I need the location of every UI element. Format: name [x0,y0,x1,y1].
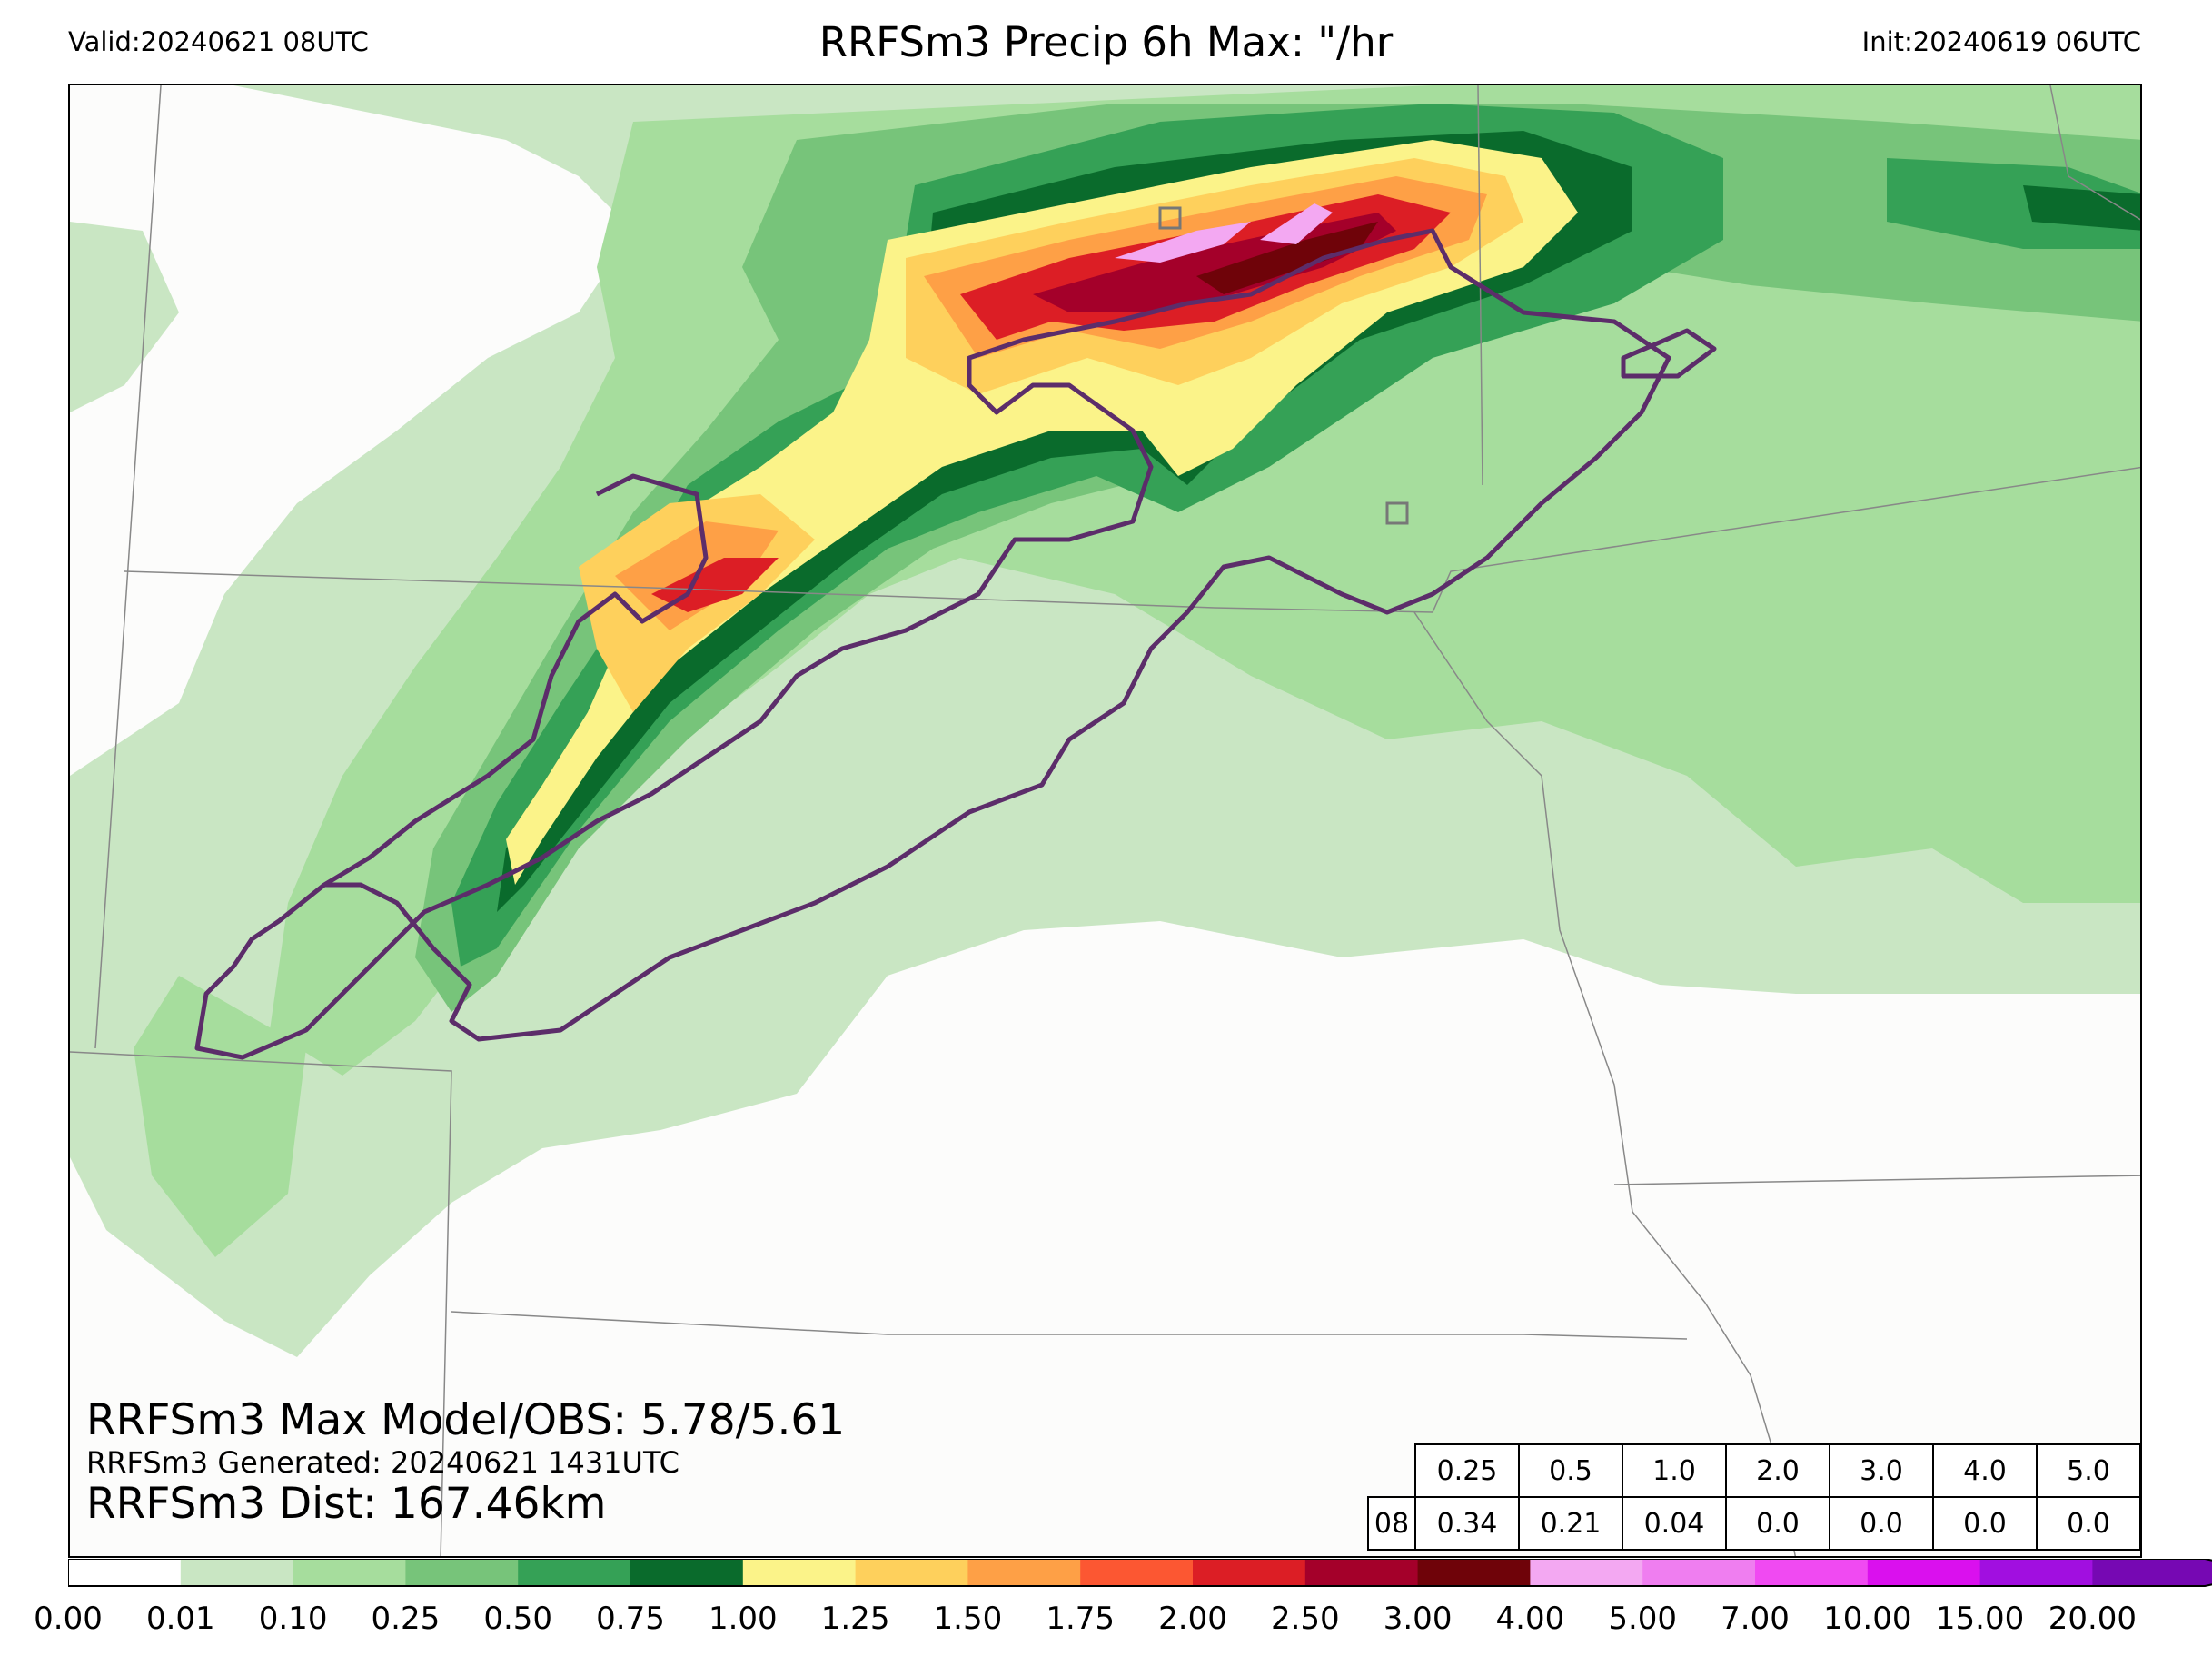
precip-400-region [1115,203,1333,263]
value-cell: 0.0 [1725,1496,1830,1551]
colorbar-swatch [293,1559,406,1586]
threshold-cell: 5.0 [2036,1443,2141,1498]
colorbar-swatch [1080,1559,1194,1586]
colorbar-swatch [1530,1559,1643,1586]
colorbar-extend-arrow [2205,1559,2212,1586]
value-cell: 0.04 [1622,1496,1727,1551]
state-boundaries [70,85,2140,1556]
precip-300-region [1196,222,1378,294]
precip-010-region [134,85,2140,1257]
value-cell: 0.0 [2036,1496,2141,1551]
colorbar-tick-label: 0.75 [596,1601,665,1637]
colorbar-swatch [1304,1559,1419,1586]
colorbar-tick-label: 1.00 [708,1601,778,1637]
obs-outline [194,228,1717,1060]
colorbar-tick-label: 0.10 [258,1601,328,1637]
init-time-label: Init:20240619 06UTC [1861,26,2141,57]
colorbar-tick-label: 1.75 [1046,1601,1116,1637]
value-cell: 0.0 [1932,1496,2038,1551]
threshold-cell: 3.0 [1829,1443,1934,1498]
colorbar-tick-label: 2.00 [1158,1601,1227,1637]
precip-250-region [1033,213,1396,312]
colorbar-swatch [1755,1559,1869,1586]
value-cell: 0.0 [1829,1496,1934,1551]
colorbar-tick-label: 7.00 [1721,1601,1790,1637]
colorbar-tick-label: 1.25 [820,1601,890,1637]
table-corner [1368,1444,1415,1497]
colorbar-tick-label: 3.00 [1383,1601,1453,1637]
generated-time-label: RRFSm3 Generated: 20240621 1431UTC [86,1445,679,1480]
colorbar-swatch [405,1559,519,1586]
station-marker [1158,206,1182,230]
colorbar-swatch [1979,1559,2093,1586]
colorbar-swatch [1867,1559,1981,1586]
colorbar-tick-label: 4.00 [1495,1601,1565,1637]
colorbar-swatch [518,1559,631,1586]
threshold-cell: 4.0 [1932,1443,2038,1498]
precip-field [70,85,2140,1556]
colorbar-tick-label: 15.00 [1935,1601,2025,1637]
colorbar-swatch [1642,1559,1756,1586]
threshold-cell: 1.0 [1622,1443,1727,1498]
max-model-obs-label: RRFSm3 Max Model/OBS: 5.78/5.61 [86,1395,846,1445]
colorbar-swatch [855,1559,968,1586]
threshold-cell: 0.5 [1518,1443,1623,1498]
value-cell: 0.21 [1518,1496,1623,1551]
colorbar-tick-label: 0.25 [371,1601,441,1637]
colorbar [68,1559,2212,1587]
threshold-value-row: 08 0.34 0.21 0.04 0.0 0.0 0.0 0.0 [1367,1496,2141,1551]
threshold-table: 0.25 0.5 1.0 2.0 3.0 4.0 5.0 08 0.34 0.2… [1367,1443,2141,1551]
colorbar-tick-label: 10.00 [1823,1601,1912,1637]
colorbar-tick-label: 0.00 [34,1601,103,1637]
threshold-header-row: 0.25 0.5 1.0 2.0 3.0 4.0 5.0 [1368,1443,2141,1498]
colorbar-swatch [2092,1559,2206,1586]
row-label-cell: 08 [1367,1496,1416,1551]
precip-100-region [506,140,1578,885]
colorbar-tick-label: 20.00 [2048,1601,2138,1637]
precip-map[interactable] [68,84,2142,1558]
valid-time-label: Valid:20240621 08UTC [68,26,369,57]
threshold-cell: 2.0 [1725,1443,1830,1498]
station-marker [1385,501,1409,525]
map-title: RRFSm3 Precip 6h Max: "/hr [818,18,1394,66]
threshold-cell: 0.25 [1414,1443,1520,1498]
colorbar-swatch [180,1559,294,1586]
colorbar-swatch [1193,1559,1306,1586]
colorbar-tick-label: 5.00 [1608,1601,1678,1637]
colorbar-swatch [68,1559,182,1586]
colorbar-swatch [742,1559,857,1586]
colorbar-swatch [630,1559,744,1586]
colorbar-swatch [967,1559,1081,1586]
colorbar-swatch [1417,1559,1531,1586]
colorbar-tick-label: 0.50 [483,1601,553,1637]
precip-025-region [415,104,2140,1012]
colorbar-tick-label: 1.50 [933,1601,1003,1637]
distance-label: RRFSm3 Dist: 167.46km [86,1479,607,1529]
colorbar-tick-label: 2.50 [1270,1601,1340,1637]
value-cell: 0.34 [1414,1496,1520,1551]
colorbar-tick-label: 0.01 [145,1601,215,1637]
